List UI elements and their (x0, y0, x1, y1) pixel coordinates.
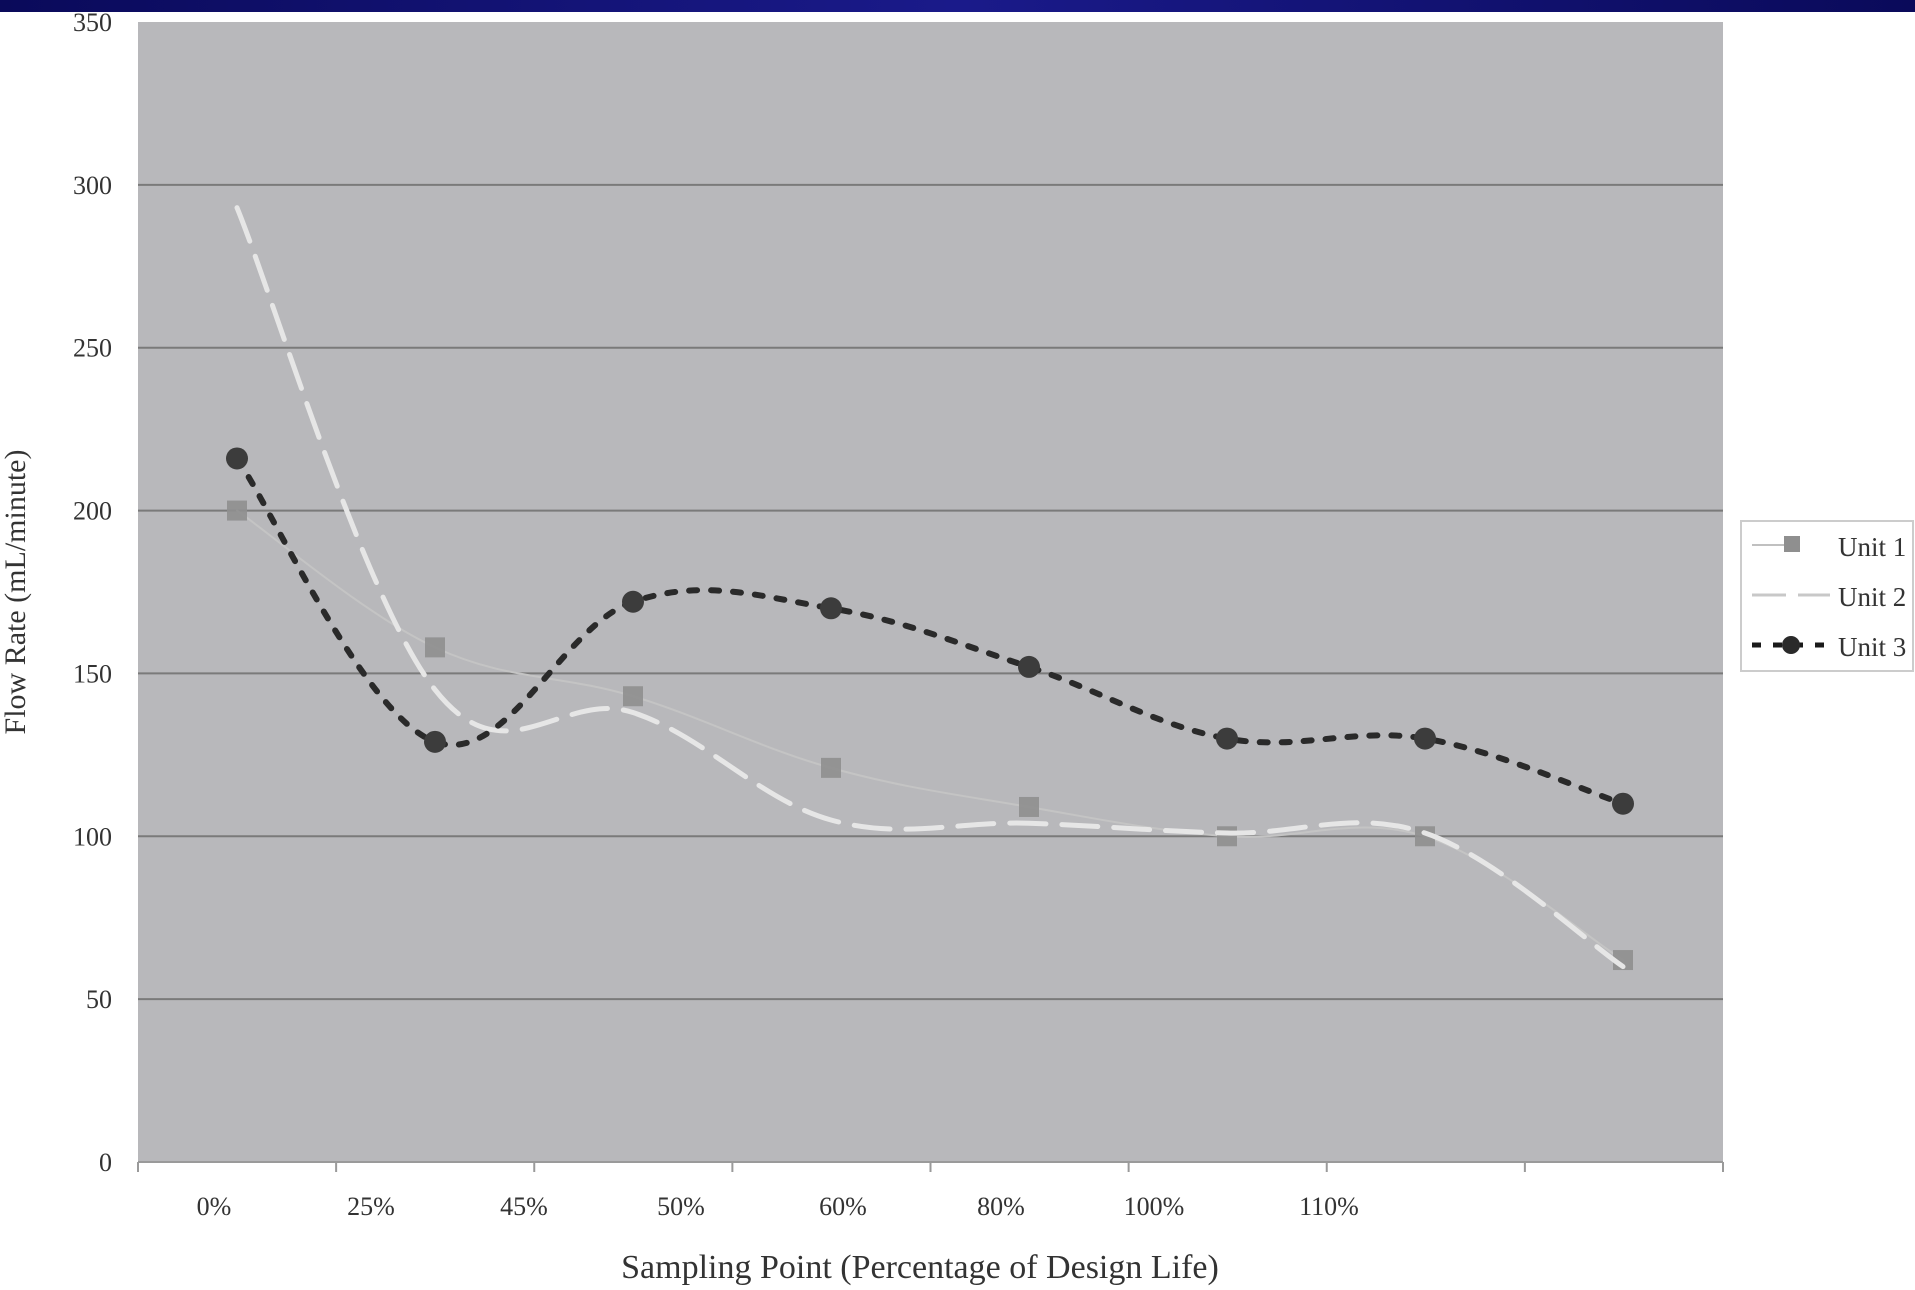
y-tick-label: 200 (73, 497, 112, 526)
data-point-unit1 (1415, 826, 1435, 847)
y-tick-label: 250 (73, 334, 112, 363)
legend-unit3-label: Unit 3 (1838, 632, 1906, 662)
data-point-unit1 (1019, 796, 1039, 817)
x-tick-label: 100% (1124, 1192, 1185, 1221)
x-tick-label: 110% (1299, 1192, 1359, 1221)
legend-unit2-label: Unit 2 (1838, 582, 1906, 612)
series-line-unit1 (236, 509, 1624, 962)
data-point-unit3 (1612, 792, 1634, 815)
data-point-unit3 (1018, 655, 1040, 678)
y-axis-label: Flow Rate (mL/minute) (0, 450, 32, 735)
series-layer (226, 205, 1634, 971)
data-point-unit1 (1217, 826, 1237, 847)
legend-unit3-marker (1782, 636, 1800, 654)
y-axis-ticks: 0 50 100 150 200 250 300 350 (73, 8, 112, 1177)
x-tick-label: 60% (819, 1192, 867, 1221)
x-tick-label: 0% (197, 1192, 232, 1221)
data-point-unit3 (424, 730, 446, 753)
y-tick-label: 350 (73, 8, 112, 37)
x-tick-label: 25% (347, 1192, 395, 1221)
gridlines (138, 183, 1723, 1001)
x-axis-label: Sampling Point (Percentage of Design Lif… (621, 1249, 1219, 1286)
data-point-unit1 (623, 686, 643, 707)
y-tick-label: 50 (86, 985, 112, 1014)
data-point-unit3 (622, 590, 644, 613)
x-tick-label: 50% (657, 1192, 705, 1221)
legend-unit1-marker (1784, 536, 1800, 552)
x-tick-label: 45% (500, 1192, 548, 1221)
y-tick-label: 100 (73, 822, 112, 851)
y-tick-label: 150 (73, 659, 112, 688)
data-point-unit1 (227, 500, 247, 521)
data-point-unit3 (820, 597, 842, 620)
data-point-unit1 (821, 757, 841, 778)
plot-area (138, 22, 1723, 1162)
x-axis-ticks: 0% 25% 45% 50% 60% 80% 100% 110% (137, 1162, 1724, 1221)
header-band (0, 0, 1915, 12)
legend: Unit 1 Unit 2 Unit 3 (1740, 520, 1914, 672)
legend-unit1-label: Unit 1 (1838, 532, 1906, 562)
series-line-unit2 (234, 205, 1626, 970)
data-point-unit3 (1414, 727, 1436, 750)
data-point-unit3 (226, 447, 248, 470)
data-point-unit1 (425, 637, 445, 658)
x-tick-label: 80% (977, 1192, 1025, 1221)
y-tick-label: 300 (73, 171, 112, 200)
y-tick-label: 0 (99, 1148, 112, 1177)
data-point-unit3 (1216, 727, 1238, 750)
